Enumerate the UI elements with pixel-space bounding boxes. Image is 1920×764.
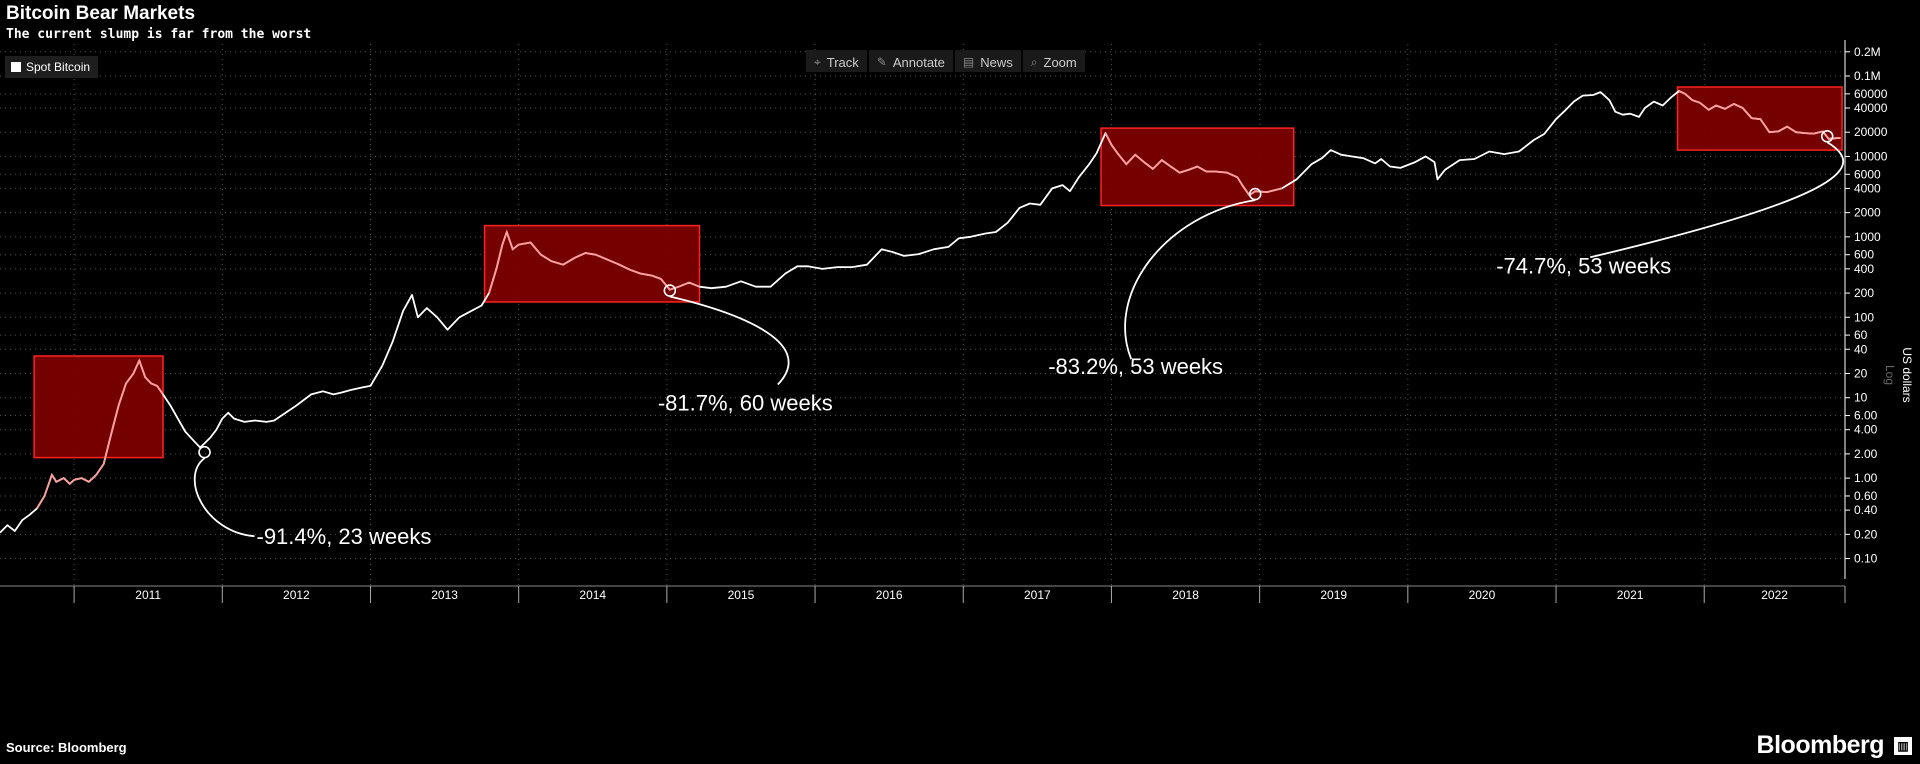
y-tick-label: 40000 bbox=[1854, 101, 1888, 115]
bear-market-boxes bbox=[33, 86, 1843, 459]
x-tick-label: 2018 bbox=[1172, 588, 1199, 602]
y-tick-label: 4.00 bbox=[1854, 423, 1878, 437]
y-tick-label: 200 bbox=[1854, 286, 1874, 300]
price-series bbox=[0, 90, 1841, 534]
trough-marker bbox=[1820, 129, 1834, 143]
y-tick-label: 600 bbox=[1854, 248, 1874, 262]
annotation-label: -74.7%, 53 weeks bbox=[1496, 253, 1671, 278]
trough-marker bbox=[198, 445, 211, 459]
annotation-leader bbox=[1590, 141, 1845, 259]
annotation-label: -83.2%, 53 weeks bbox=[1048, 354, 1223, 379]
bear-market-box bbox=[33, 355, 164, 459]
bear-market-line bbox=[1104, 132, 1283, 197]
chart-subtitle: The current slump is far from the worst bbox=[6, 27, 312, 42]
y-tick-label: 2.00 bbox=[1854, 447, 1878, 461]
news-icon: ▤ bbox=[962, 55, 975, 69]
y-tick-label: 400 bbox=[1854, 262, 1874, 276]
track-button[interactable]: ⌖ Track bbox=[806, 50, 867, 72]
y-tick-label: 1000 bbox=[1854, 230, 1881, 244]
annotate-button[interactable]: ✎ Annotate bbox=[868, 50, 953, 72]
bloomberg-terminal-icon: ▥ bbox=[1894, 737, 1912, 755]
legend-label: Spot Bitcoin bbox=[26, 60, 91, 74]
x-axis: 2011 2012 2013 2014 2015 2016 2017 2018 2019 2020… bbox=[0, 585, 1846, 603]
x-tick-label: 2014 bbox=[579, 588, 606, 602]
bear-market-annotations: -91.4%, 23 weeks -81.7%, 60 weeks -83.2%, … bbox=[193, 129, 1845, 549]
y-tick-label: 6.00 bbox=[1854, 409, 1878, 423]
source-note: Source: Bloomberg bbox=[6, 740, 127, 755]
x-tick-label: 2017 bbox=[1024, 588, 1051, 602]
bear-market-line bbox=[1678, 90, 1841, 140]
y-tick-label: 0.1M bbox=[1854, 69, 1881, 83]
chart-title: Bitcoin Bear Markets bbox=[6, 3, 196, 24]
magnifier-icon: ⌕ bbox=[1030, 54, 1038, 69]
chart-toolbar: ⌖ Track ✎ Annotate ▤ News ⌕ Zoom bbox=[806, 50, 1085, 72]
y-tick-label: 0.60 bbox=[1854, 489, 1878, 503]
y-tick-label: 20 bbox=[1854, 366, 1868, 380]
news-label: News bbox=[980, 54, 1013, 70]
trough-marker bbox=[663, 284, 677, 297]
x-tick-label: 2019 bbox=[1320, 588, 1347, 602]
y-tick-label: 4000 bbox=[1854, 181, 1881, 195]
y-tick-label: 100 bbox=[1854, 310, 1874, 324]
x-tick-label: 2013 bbox=[431, 588, 458, 602]
y-tick-label: 6000 bbox=[1854, 167, 1881, 181]
bloomberg-logo: Bloomberg bbox=[1756, 731, 1885, 759]
y-axis-label: US dollars bbox=[1900, 347, 1914, 402]
y-tick-label: 0.20 bbox=[1854, 527, 1878, 541]
zoom-label: Zoom bbox=[1043, 54, 1077, 70]
bear-market-box bbox=[483, 224, 701, 303]
zoom-button[interactable]: ⌕ Zoom bbox=[1022, 50, 1085, 72]
y-tick-label: 10000 bbox=[1854, 149, 1888, 163]
bear-market-line bbox=[488, 229, 700, 294]
chart-grid bbox=[0, 44, 1845, 585]
annotation-label: -81.7%, 60 weeks bbox=[658, 391, 833, 416]
x-tick-label: 2015 bbox=[728, 588, 755, 602]
y-tick-label: 60000 bbox=[1854, 87, 1888, 101]
y-tick-label: 60 bbox=[1854, 328, 1868, 342]
y-tick-label: 0.2M bbox=[1854, 45, 1881, 59]
x-tick-label: 2022 bbox=[1761, 588, 1788, 602]
y-tick-label: 1.00 bbox=[1854, 471, 1878, 485]
annotation-leader bbox=[193, 457, 255, 538]
bear-market-box bbox=[1100, 127, 1295, 207]
annotation-label: -91.4%, 23 weeks bbox=[257, 524, 432, 549]
pencil-icon: ✎ bbox=[876, 55, 887, 69]
annotate-label: Annotate bbox=[892, 54, 945, 70]
y-tick-label: 2000 bbox=[1854, 206, 1881, 220]
x-tick-label: 2012 bbox=[283, 588, 310, 602]
x-tick-label: 2021 bbox=[1617, 588, 1644, 602]
annotation-leader bbox=[1124, 199, 1256, 360]
x-tick-label: 2016 bbox=[876, 588, 903, 602]
news-button[interactable]: ▤ News bbox=[954, 50, 1021, 72]
x-tick-label: 2011 bbox=[135, 588, 161, 602]
x-tick-label: 2020 bbox=[1469, 588, 1496, 602]
track-label: Track bbox=[826, 54, 859, 70]
price-line bbox=[0, 90, 1841, 534]
annotation-leader bbox=[669, 295, 790, 386]
y-tick-label: 0.40 bbox=[1854, 503, 1878, 517]
legend-item-spot-bitcoin[interactable]: Spot Bitcoin bbox=[5, 56, 99, 78]
y-tick-label: 20000 bbox=[1854, 125, 1888, 139]
legend-swatch bbox=[11, 62, 21, 72]
y-axis: 0.2M0.1M60000400002000010000600040002000… bbox=[1844, 40, 1888, 579]
y-scale-label: Log bbox=[1883, 365, 1897, 385]
y-tick-label: 10 bbox=[1854, 391, 1868, 405]
trough-marker bbox=[1248, 187, 1262, 201]
crosshair-icon: ⌖ bbox=[814, 54, 821, 69]
bear-market-line bbox=[36, 358, 164, 509]
y-tick-label: 40 bbox=[1854, 342, 1868, 356]
y-tick-label: 0.10 bbox=[1854, 552, 1878, 566]
